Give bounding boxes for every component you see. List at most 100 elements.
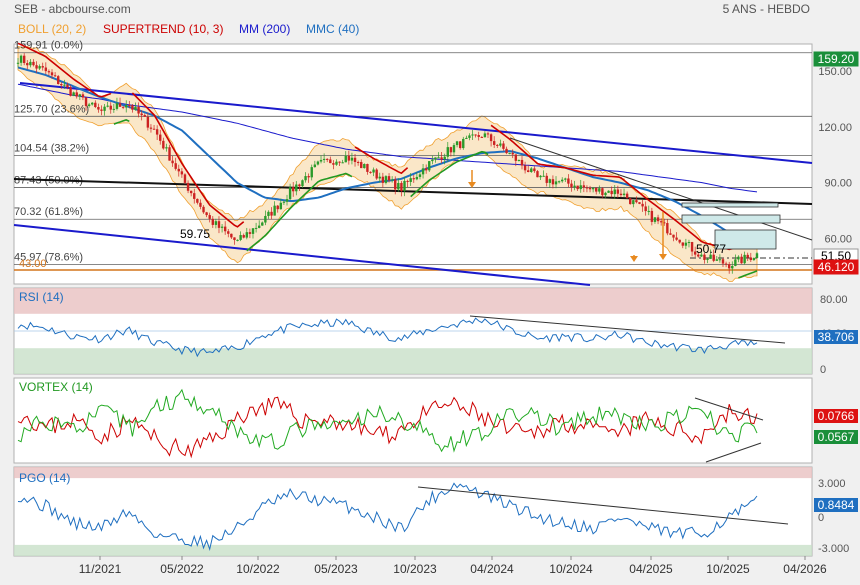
candle-body [273,205,276,216]
candle-body [134,106,137,110]
candle-body [378,176,381,179]
candle-body [19,55,23,63]
candle-body [619,193,623,196]
x-axis-label: 10/2023 [393,562,437,576]
candle-body [511,152,514,155]
candle-body [53,75,57,77]
supertrend-segment [246,172,353,252]
candle-body [304,176,307,181]
fib-level-label: 125.70 (23.6%) [14,103,89,115]
candle-body [703,254,706,260]
candle-body [177,168,180,172]
supertrend-segment [490,124,736,251]
candle-body [360,162,363,169]
candle-body [706,258,709,260]
rsi-value-tag [814,330,858,344]
candle-body [199,202,202,207]
channel-upper-line [19,82,813,164]
candle-body [424,168,428,171]
candle-body [709,254,712,259]
candle-body [295,184,298,192]
candle-body [329,159,332,164]
candle-body [94,102,97,108]
x-axis-label: 11/2021 [79,562,122,576]
candle-body [109,105,112,110]
candle-body [66,84,69,88]
candle-body [47,71,51,73]
candle-body [279,202,283,210]
candle-body [740,256,743,264]
candle-body [171,160,174,164]
pgo-low-zone [14,544,812,556]
x-axis-label: 05/2023 [314,562,358,576]
candle-body [721,259,725,264]
candle-body [523,165,527,171]
candle-body [242,235,245,238]
candle-body [458,141,462,149]
candle-body [128,105,131,107]
candle-body [397,182,400,190]
price-y-tick: 60.00 [824,233,852,245]
candle-body [496,144,499,146]
candle-body [727,264,731,269]
candle-body [681,242,684,246]
candle-body [285,199,289,202]
candle-body [440,157,443,160]
candle-body [316,161,320,165]
candle-body [384,176,388,183]
candle-body [313,164,317,168]
x-axis-label: 05/2022 [160,562,204,576]
candle-body [613,189,616,195]
candle-body [625,193,629,199]
candle-body [737,256,740,260]
candle-body [489,134,493,142]
candle-body [356,161,360,163]
candle-body [390,179,394,181]
candle-body [131,105,134,110]
candle-body [56,76,60,84]
candle-body [335,161,338,165]
candle-body [635,200,638,203]
candle-body [434,157,437,160]
candle-body [350,157,354,161]
rsi-y-tick: 0 [820,364,826,376]
candle-body [63,84,66,86]
candle-body [121,106,125,108]
candle-body [291,187,295,192]
vortex-neg-tag [814,430,858,444]
x-axis-label: 10/2022 [236,562,280,576]
legend-item: BOLL (20, 2) [18,22,86,36]
candle-body [50,72,54,76]
candle-body [217,221,221,228]
candle-body [375,169,378,179]
candle-body [227,231,230,234]
level-43-label: 43.00 [19,258,47,270]
vortex-neg-line [17,388,758,453]
candle-body [718,259,722,261]
candle-body [418,174,422,177]
candle-body [26,63,29,66]
candle-body [193,193,196,199]
candle-body [743,254,746,264]
candle-body [363,164,366,169]
candle-body [746,254,749,258]
price-y-tick: 120.00 [818,122,852,134]
candle-body [322,158,326,160]
candle-body [526,170,530,172]
price-y-tick: 150.00 [818,66,852,78]
candle-body [499,143,502,146]
candle-body [264,215,267,223]
candle-body [223,226,227,232]
candle-body [230,233,233,238]
candle-body [731,265,734,269]
candle-body [443,156,446,160]
candle-body [332,163,335,165]
candle-body [174,163,177,169]
candle-body [282,201,286,203]
candle-body [319,159,323,162]
candle-body [446,147,449,157]
legend-item: MM (200) [239,22,290,36]
candle-body [690,242,694,252]
zone-box [714,229,777,250]
